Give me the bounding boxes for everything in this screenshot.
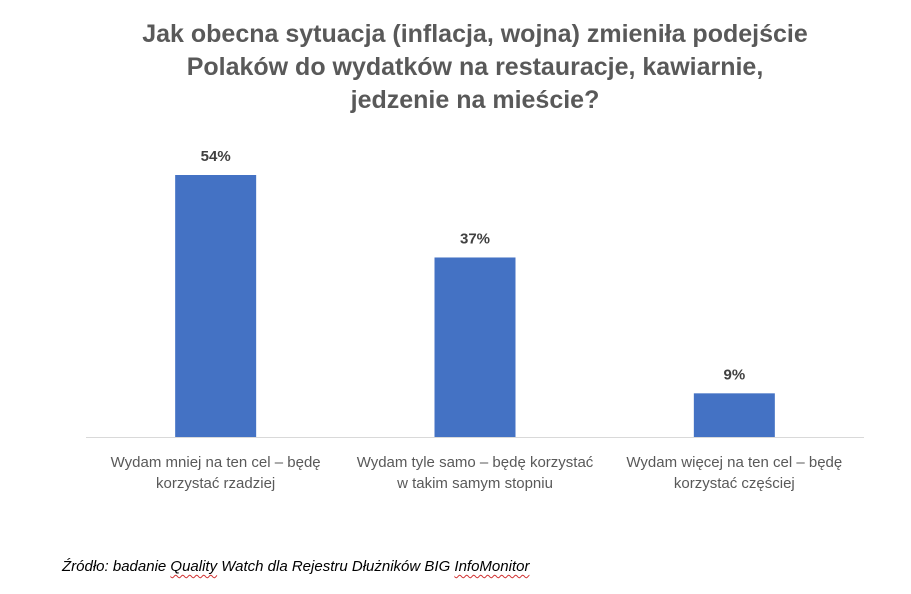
chart-title-line: jedzenie na mieście? — [350, 86, 600, 114]
bar-0 — [175, 175, 257, 437]
data-label-1: 37% — [460, 230, 490, 247]
chart-title-line: Jak obecna sytuacja (inflacja, wojna) zm… — [142, 20, 808, 48]
source-note: Źródło: badanie Quality Watch dla Rejest… — [62, 558, 530, 575]
chart-title: Jak obecna sytuacja (inflacja, wojna) zm… — [80, 18, 870, 117]
bar-2 — [693, 393, 775, 437]
category-label-more: Wydam więcej na ten cel – będę korzystać… — [626, 454, 843, 492]
data-label-2: 9% — [723, 366, 745, 383]
data-label-0: 54% — [201, 148, 231, 165]
chart-title-line: Polaków do wydatków na restauracje, kawi… — [186, 53, 764, 81]
bar-1 — [434, 257, 516, 437]
category-label-same: Wydam tyle samo – będę korzystać w takim… — [356, 454, 594, 492]
source-quality: Quality — [170, 558, 218, 575]
source-infomonitor: InfoMonitor — [454, 558, 530, 575]
category-label-less: Wydam mniej na ten cel – będę korzystać … — [110, 454, 321, 492]
